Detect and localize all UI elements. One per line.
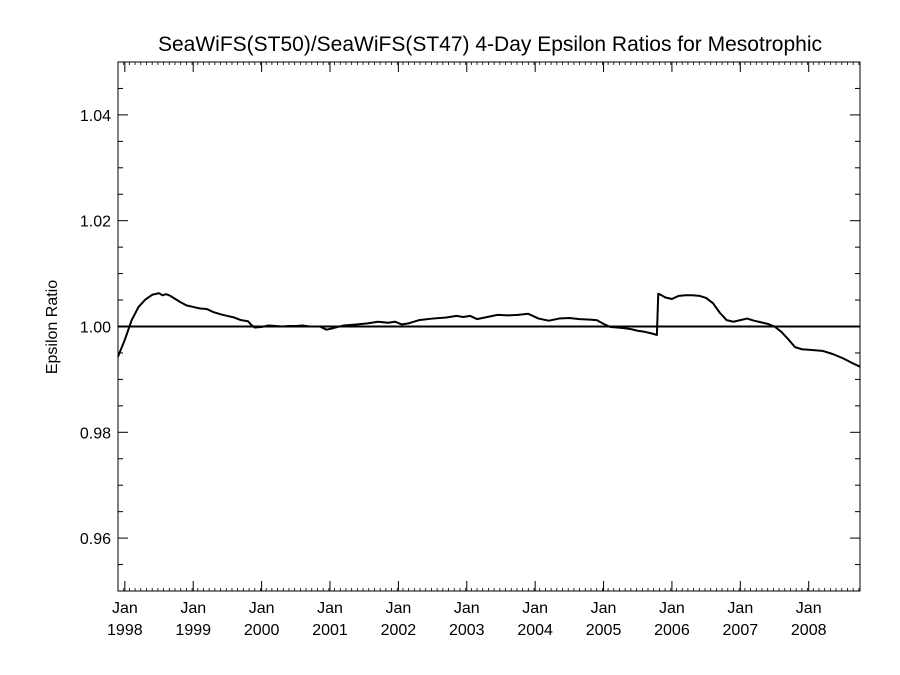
x-tick-year: 2006 (654, 622, 690, 639)
y-tick-label: 1.00 (80, 320, 111, 337)
x-tick-month: Jan (522, 600, 548, 617)
x-tick-year: 2002 (381, 622, 417, 639)
chart-title: SeaWiFS(ST50)/SeaWiFS(ST47) 4-Day Epsilo… (158, 33, 822, 56)
x-tick-month: Jan (796, 600, 822, 617)
series-line (117, 292, 861, 368)
tick-labels: 0.96 0.98 1.00 1.02 1.04 Jan 1998 Jan 1999 Jan 200… (80, 108, 827, 639)
x-tick-year: 2004 (517, 622, 553, 639)
x-tick-year: 2001 (312, 622, 348, 639)
x-tick-month: Jan (385, 600, 411, 617)
x-tick-month: Jan (112, 600, 138, 617)
x-tick-month: Jan (591, 600, 617, 617)
x-tick-year: 2007 (723, 622, 759, 639)
plot-frame (117, 61, 861, 592)
y-tick-label: 0.96 (80, 531, 111, 548)
x-tick-month: Jan (454, 600, 480, 617)
x-tick-year: 2000 (244, 622, 280, 639)
x-tick-year: 2003 (449, 622, 485, 639)
x-tick-month: Jan (659, 600, 685, 617)
x-tick-month: Jan (249, 600, 275, 617)
y-tick-label: 1.04 (80, 108, 111, 125)
x-tick-year: 2008 (791, 622, 827, 639)
x-tick-month: Jan (317, 600, 343, 617)
x-tick-year: 2005 (586, 622, 622, 639)
y-axis-label: Epsilon Ratio (44, 280, 61, 374)
x-tick-month: Jan (727, 600, 753, 617)
y-tick-label: 1.02 (80, 214, 111, 231)
x-tick-year: 1999 (175, 622, 211, 639)
x-tick-month: Jan (180, 600, 206, 617)
y-tick-label: 0.98 (80, 425, 111, 442)
x-tick-year: 1998 (107, 622, 143, 639)
plot-area (117, 292, 861, 368)
